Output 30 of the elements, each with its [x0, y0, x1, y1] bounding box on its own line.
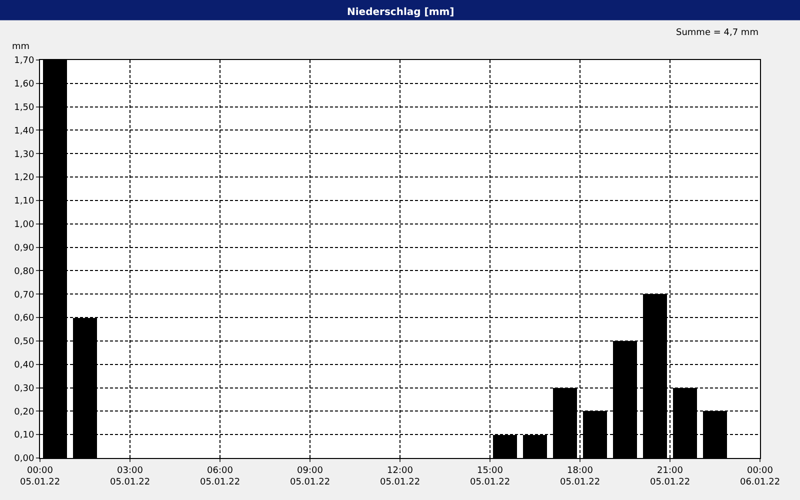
y-tick-label: 0,30	[14, 384, 34, 394]
y-tick-label: 1,10	[14, 196, 34, 207]
y-tick-label: 1,00	[14, 220, 34, 230]
y-tick-label: 1,50	[14, 102, 34, 113]
x-tick-label: 00:00 05.01.22	[20, 466, 60, 488]
y-tick-label: 0,40	[14, 360, 34, 370]
y-tick-label: 1,40	[14, 126, 34, 136]
y-tick-label: 1,20	[14, 173, 34, 184]
text: Summe = 4,7 mm	[676, 28, 758, 38]
x-tick-label: 00:00 06.01.22	[740, 466, 780, 488]
y-tick-label: 1,70	[14, 56, 34, 66]
y-axis-title: mm	[12, 42, 30, 52]
x-tick-label: 15:00 05.01.22	[470, 466, 510, 488]
y-tick-label: 0,90	[14, 243, 34, 254]
x-tick-label: 21:00 05.01.22	[650, 466, 690, 488]
y-tick-label: 0,60	[14, 314, 34, 324]
y-tick-label: 0,80	[14, 266, 34, 277]
x-tick-label: 09:00 05.01.22	[290, 466, 330, 488]
y-tick-label: 1,60	[14, 80, 34, 90]
y-tick-label: 0,20	[14, 407, 34, 418]
x-tick-label: 03:00 05.01.22	[110, 466, 150, 488]
y-tick-label: 1,30	[14, 150, 34, 160]
x-tick-label: 12:00 05.01.22	[380, 466, 420, 488]
y-tick-label: 0,70	[14, 290, 34, 300]
y-tick-label: 0,50	[14, 337, 34, 348]
y-tick-label: 0,10	[14, 430, 34, 441]
x-tick-label: 06:00 05.01.22	[200, 466, 240, 488]
y-tick-label: 0,00	[14, 454, 34, 464]
chart-title: Niederschlag [mm]	[347, 7, 454, 18]
x-tick-label: 18:00 05.01.22	[560, 466, 600, 488]
